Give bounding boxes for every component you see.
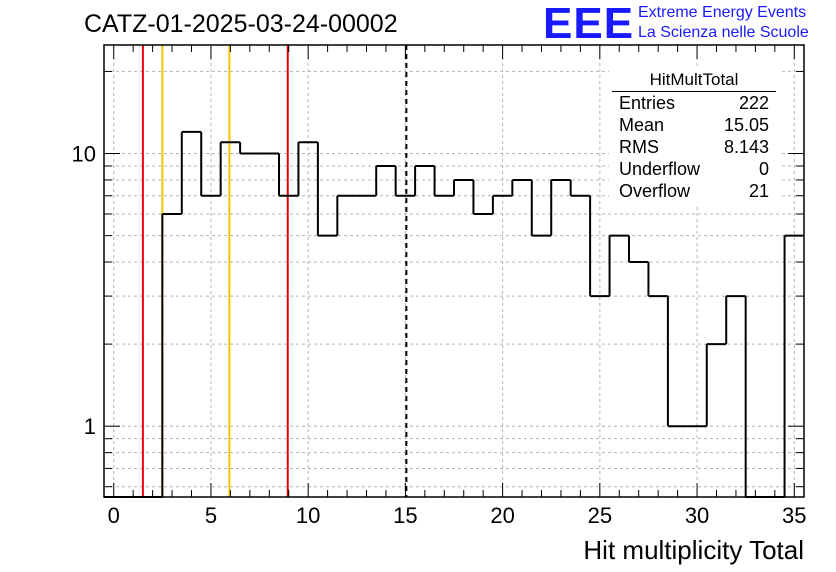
stats-key: Entries <box>619 93 676 113</box>
eee-logo: EEE <box>543 0 635 48</box>
stats-value: 0 <box>758 159 769 179</box>
stats-value: 21 <box>748 181 769 201</box>
tick-labels: 0 5 10 15 20 25 30 35 1 10 <box>72 142 807 528</box>
stats-key: RMS <box>619 137 659 157</box>
marker-lines <box>141 45 408 497</box>
logo-line-1: Extreme Energy Events <box>638 4 807 21</box>
logo-line-2: La Scienza nelle Scuole <box>638 24 809 41</box>
stats-title: HitMultTotal <box>649 70 739 89</box>
stats-divider <box>612 91 776 92</box>
axes <box>103 44 805 498</box>
x-tick-label: 35 <box>782 503 806 528</box>
x-tick-label: 10 <box>296 503 320 528</box>
stats-key: Overflow <box>619 181 691 201</box>
x-tick-label: 0 <box>108 503 120 528</box>
y-tick-label: 10 <box>72 142 96 167</box>
stats-value: 222 <box>738 93 769 113</box>
x-tick-label: 15 <box>393 503 417 528</box>
stats-row-entries: Entries 222 <box>619 93 769 115</box>
x-tick-label: 30 <box>685 503 709 528</box>
x-axis-label: Hit multiplicity Total <box>583 535 804 565</box>
stats-value: 8.143 <box>723 137 769 157</box>
x-tick-label: 5 <box>205 503 217 528</box>
stats-row-overflow: Overflow 21 <box>619 181 769 203</box>
x-tick-label: 25 <box>588 503 612 528</box>
stats-row-underflow: Underflow 0 <box>619 159 769 181</box>
stats-key: Mean <box>619 115 665 135</box>
stats-row-rms: RMS 8.143 <box>619 137 769 159</box>
plot-frame <box>103 44 805 498</box>
y-tick-label: 1 <box>84 414 96 439</box>
x-tick-label: 20 <box>490 503 514 528</box>
chart-title: CATZ-01-2025-03-24-00002 <box>84 10 398 38</box>
stats-value: 15.05 <box>723 115 769 135</box>
stats-box: HitMultTotal Entries 222 Mean 15.05 RMS … <box>609 67 779 207</box>
stats-key: Underflow <box>619 159 701 179</box>
stats-row-mean: Mean 15.05 <box>619 115 769 137</box>
